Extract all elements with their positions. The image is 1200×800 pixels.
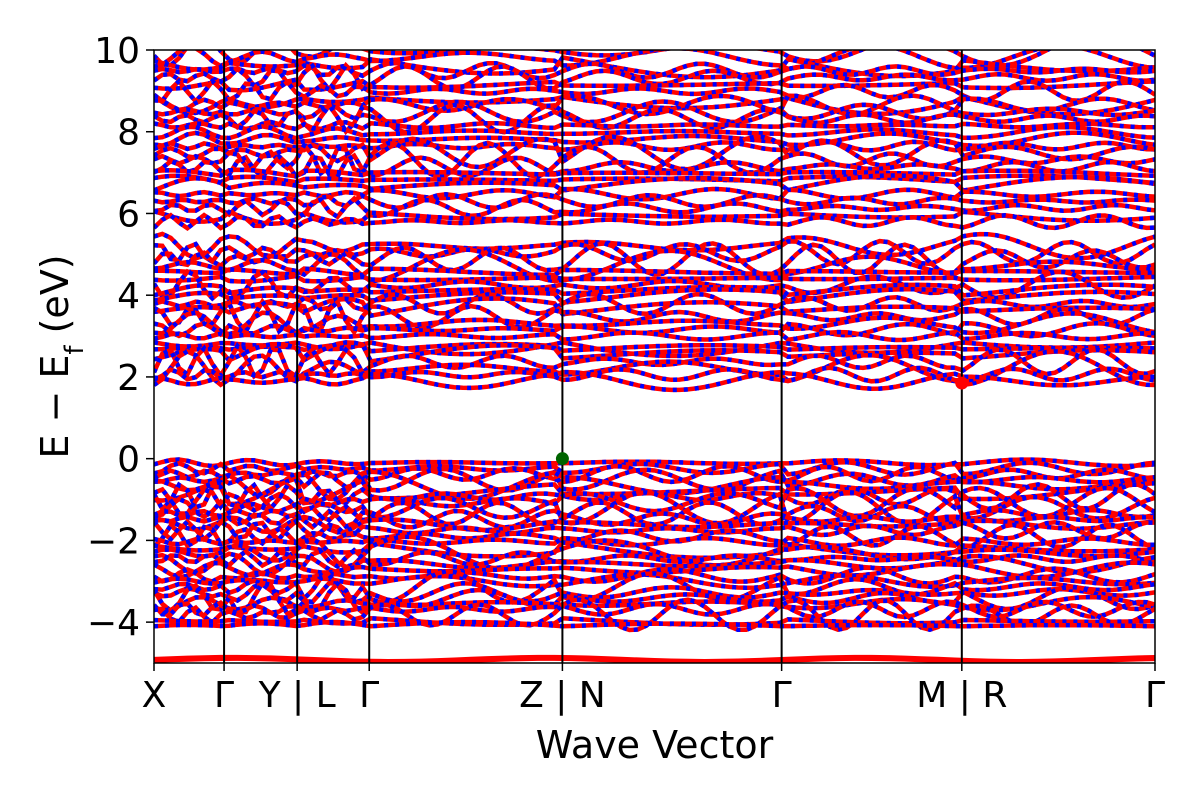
- kpoint-divider-lines: [223, 50, 963, 663]
- band-line-down: [154, 130, 1155, 149]
- band-line-down: [154, 535, 1155, 549]
- marker-vbm: [555, 452, 569, 466]
- band-line-down: [154, 167, 1155, 179]
- band-line-down: [154, 489, 1155, 527]
- y-tick-label: 6: [117, 194, 140, 235]
- extrema-markers: [555, 376, 969, 466]
- band-line-down: [154, 619, 1155, 629]
- band-line-down: [154, 139, 1155, 153]
- band-line-down: [154, 60, 1155, 81]
- band-line-down: [154, 508, 1155, 531]
- band-line-down: [154, 247, 1155, 284]
- band-line-down: [154, 348, 1155, 388]
- band-line-down: [154, 291, 1155, 317]
- band-line-down: [154, 173, 1155, 186]
- band-line-up: [154, 522, 1155, 550]
- y-tick-label: 10: [94, 31, 140, 72]
- band-lines: [154, 50, 1155, 663]
- band-line-down: [154, 514, 1155, 535]
- x-tick-label: Z | N: [519, 675, 606, 716]
- band-line-down: [154, 369, 1155, 393]
- band-line-down: [154, 341, 1155, 354]
- band-line-down: [154, 273, 1155, 284]
- band-line-down: [154, 297, 1155, 337]
- band-line-up: [154, 340, 1155, 364]
- band-line-down: [154, 459, 1155, 477]
- band-line-down: [154, 320, 1155, 339]
- band-line-down: [154, 152, 1155, 181]
- band-line-down: [154, 310, 1155, 337]
- band-line-up: [154, 231, 1155, 261]
- y-tick-label: −4: [87, 603, 140, 644]
- band-line-down: [154, 209, 1155, 226]
- band-line-down: [154, 195, 1155, 220]
- band-line-down: [154, 599, 1155, 620]
- band-line-down: [154, 173, 1155, 194]
- y-axis-label: E − Ef (eV): [33, 254, 90, 458]
- y-axis-label-main: E − E: [33, 355, 77, 459]
- y-axis-ticks: −4 −2 0 2 4 6 8 10: [87, 31, 154, 644]
- band-line-down: [154, 485, 1155, 519]
- marker-cbm: [955, 376, 969, 390]
- y-tick-label: 0: [117, 440, 140, 481]
- x-tick-label: Γ: [772, 675, 792, 716]
- band-line-down: [154, 569, 1155, 605]
- y-tick-label: 2: [117, 358, 140, 399]
- band-line-down: [154, 266, 1155, 278]
- band-line-down: [154, 547, 1155, 570]
- x-tick-label: Y | L: [258, 675, 336, 716]
- y-tick-label: −2: [87, 521, 140, 562]
- band-line-up: [154, 551, 1155, 577]
- band-line-down: [154, 365, 1155, 384]
- band-line-down: [154, 212, 1155, 231]
- y-tick-label: 4: [117, 276, 140, 317]
- band-line-down: [154, 282, 1155, 298]
- x-tick-label: M | R: [916, 675, 1007, 716]
- plot-frame: [153, 49, 1156, 664]
- y-axis-label-unit: (eV): [33, 254, 77, 345]
- y-axis-label-sub: f: [60, 345, 90, 355]
- band-line-up: [154, 55, 1155, 80]
- band-line-down: [154, 457, 1155, 469]
- x-axis-label: Wave Vector: [536, 723, 774, 767]
- band-line-down: [154, 268, 1155, 302]
- band-line-down: [154, 500, 1155, 527]
- band-line-up: [154, 534, 1155, 572]
- band-line-down: [154, 560, 1155, 580]
- band-line-down: [154, 101, 1155, 136]
- band-line-down: [154, 296, 1155, 319]
- x-axis-ticks: X Γ Y | L Γ Z | N Γ M | R Γ: [142, 663, 1165, 716]
- band-line-down: [154, 77, 1155, 93]
- x-tick-label: Γ: [214, 675, 234, 716]
- x-tick-label: Γ: [1145, 675, 1165, 716]
- y-tick-label: 8: [117, 113, 140, 154]
- band-line-down: [154, 475, 1155, 507]
- band-line-down: [154, 329, 1155, 343]
- band-line-down: [154, 597, 1155, 633]
- band-line-down: [154, 134, 1155, 172]
- band-line-down: [154, 580, 1155, 605]
- band-line-down: [154, 286, 1155, 305]
- band-line-down: [154, 119, 1155, 132]
- band-line-down: [154, 124, 1155, 141]
- band-line-down: [154, 94, 1155, 117]
- x-tick-label: X: [142, 675, 167, 716]
- x-tick-label: Γ: [359, 675, 379, 716]
- band-line-down: [154, 99, 1155, 125]
